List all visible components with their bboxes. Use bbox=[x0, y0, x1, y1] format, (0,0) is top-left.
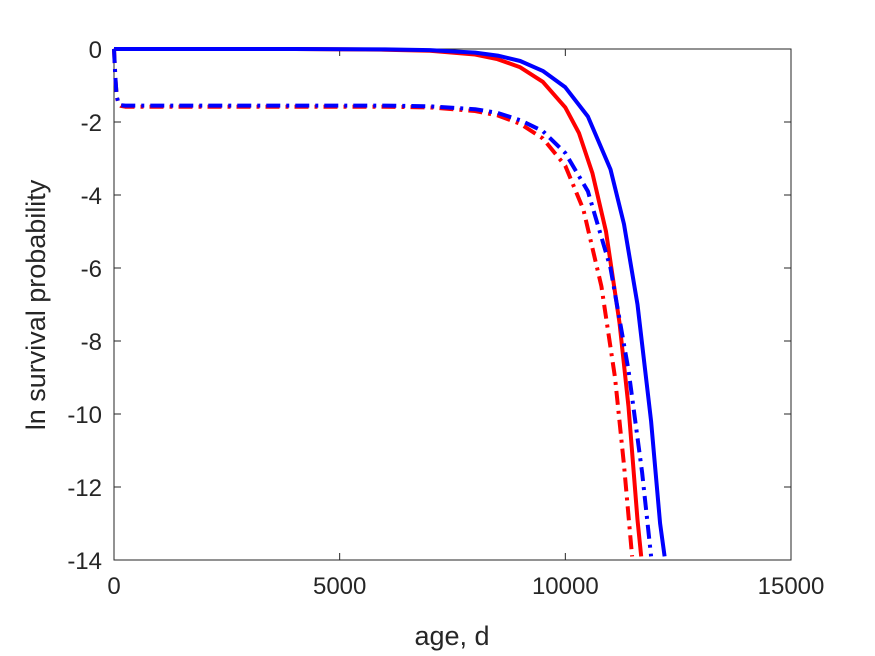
y-tick-label: -2 bbox=[81, 110, 102, 137]
y-axis-label: ln survival probability bbox=[21, 179, 51, 430]
y-tick-label: -10 bbox=[67, 402, 102, 429]
x-tick-label: 15000 bbox=[758, 573, 825, 600]
plot-area bbox=[113, 48, 792, 561]
x-tick-label: 0 bbox=[107, 573, 120, 600]
x-tick-label: 5000 bbox=[313, 573, 366, 600]
x-tick-label: 10000 bbox=[532, 573, 599, 600]
y-tick-label: 0 bbox=[89, 37, 102, 64]
series-line-2 bbox=[114, 47, 667, 557]
y-tick-label: -8 bbox=[81, 329, 102, 356]
y-tick-label: -12 bbox=[67, 475, 102, 502]
y-tick-label: -14 bbox=[67, 548, 102, 575]
series-layer bbox=[112, 47, 667, 557]
y-tick-label: -4 bbox=[81, 183, 102, 210]
series-line-3 bbox=[112, 48, 635, 557]
axis-ticks: 0 5000 10000 15000 -14 -12 -10 -8 -6 -4 -2 0 bbox=[67, 37, 824, 600]
y-tick-label: -6 bbox=[81, 256, 102, 283]
series-line-4 bbox=[112, 48, 654, 557]
x-axis-label: age, d bbox=[414, 621, 489, 651]
